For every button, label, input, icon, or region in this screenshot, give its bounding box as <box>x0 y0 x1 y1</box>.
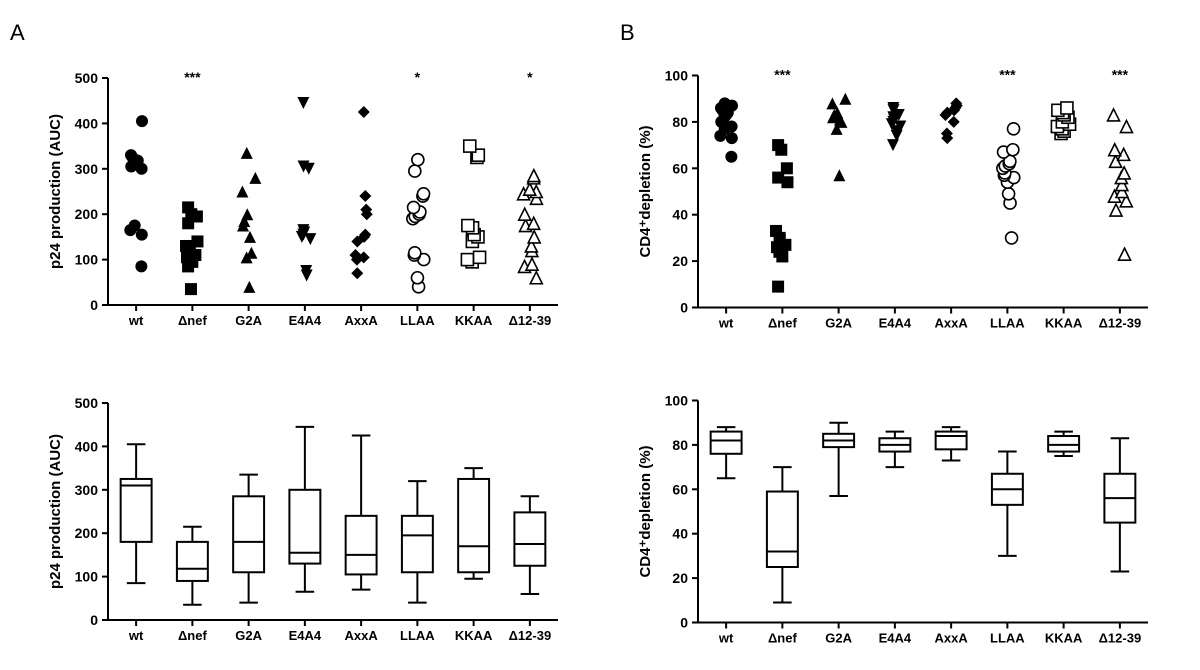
svg-text:0: 0 <box>90 297 98 313</box>
svg-text:LLAA: LLAA <box>990 631 1025 646</box>
figure-page: { "panel_labels": { "A": "A", "B": "B" }… <box>0 0 1200 669</box>
svg-text:LLAA: LLAA <box>400 313 435 328</box>
svg-text:100: 100 <box>75 569 99 585</box>
svg-text:20: 20 <box>672 570 688 586</box>
svg-text:60: 60 <box>672 481 688 497</box>
svg-text:*: * <box>527 69 533 85</box>
svg-text:500: 500 <box>75 70 99 86</box>
svg-text:60: 60 <box>672 160 688 176</box>
svg-text:KKAA: KKAA <box>1045 316 1083 331</box>
svg-text:0: 0 <box>90 612 98 628</box>
svg-text:CD4⁺depletion (%): CD4⁺depletion (%) <box>637 125 654 257</box>
svg-text:***: *** <box>999 67 1016 83</box>
svg-text:500: 500 <box>75 395 99 411</box>
svg-text:Δ12-39: Δ12-39 <box>509 628 552 643</box>
svg-text:CD4⁺depletion (%): CD4⁺depletion (%) <box>637 445 654 577</box>
svg-text:Δnef: Δnef <box>178 628 208 643</box>
panel-label-b: B <box>620 20 635 46</box>
plot-grid: 0100200300400500p24 production (AUC)wtΔn… <box>40 55 1160 655</box>
svg-text:200: 200 <box>75 525 99 541</box>
svg-text:***: *** <box>184 69 201 85</box>
svg-text:***: *** <box>1112 67 1129 83</box>
plot-b-bottom: 0 20 40 60 80 100 CD4⁺depletion (%) wt Δnef G2A E4… <box>630 380 1160 665</box>
svg-text:E4A4: E4A4 <box>879 631 912 646</box>
svg-text:G2A: G2A <box>825 631 852 646</box>
svg-text:40: 40 <box>672 207 688 223</box>
svg-text:LLAA: LLAA <box>400 628 435 643</box>
plot-a-top: 0 100 200 300 400 500 p24 production (AUC) wt Δn… <box>40 55 570 350</box>
svg-text:400: 400 <box>75 438 99 454</box>
svg-text:E4A4: E4A4 <box>289 313 322 328</box>
svg-text:AxxA: AxxA <box>935 631 969 646</box>
svg-text:p24 production (AUC): p24 production (AUC) <box>47 114 64 269</box>
svg-text:Δnef: Δnef <box>768 316 798 331</box>
svg-text:Δ12-39: Δ12-39 <box>509 313 552 328</box>
svg-text:AxxA: AxxA <box>935 316 969 331</box>
svg-text:AxxA: AxxA <box>345 313 379 328</box>
svg-text:p24 production (AUC): p24 production (AUC) <box>47 434 64 589</box>
svg-text:KKAA: KKAA <box>455 313 493 328</box>
svg-text:200: 200 <box>75 206 99 222</box>
plot-a-bottom: 0 100 200 300 400 500 p24 production (AUC) wt Δn… <box>40 380 570 665</box>
svg-text:wt: wt <box>128 628 144 643</box>
svg-text:80: 80 <box>672 437 688 453</box>
svg-text:20: 20 <box>672 253 688 269</box>
svg-text:400: 400 <box>75 115 99 131</box>
svg-text:G2A: G2A <box>235 628 262 643</box>
panel-label-a: A <box>10 20 25 46</box>
svg-text:300: 300 <box>75 482 99 498</box>
svg-text:300: 300 <box>75 161 99 177</box>
svg-text:E4A4: E4A4 <box>289 628 322 643</box>
svg-text:*: * <box>415 69 421 85</box>
svg-text:wt: wt <box>718 631 734 646</box>
svg-text:wt: wt <box>718 316 734 331</box>
svg-text:Δnef: Δnef <box>768 631 798 646</box>
svg-text:E4A4: E4A4 <box>879 316 912 331</box>
svg-text:G2A: G2A <box>825 316 852 331</box>
svg-text:KKAA: KKAA <box>1045 631 1083 646</box>
svg-text:40: 40 <box>672 526 688 542</box>
svg-text:Δ12-39: Δ12-39 <box>1099 316 1142 331</box>
svg-text:100: 100 <box>665 393 689 409</box>
svg-text:KKAA: KKAA <box>455 628 493 643</box>
svg-text:G2A: G2A <box>235 313 262 328</box>
svg-text:LLAA: LLAA <box>990 316 1025 331</box>
svg-text:Δ12-39: Δ12-39 <box>1099 631 1142 646</box>
svg-text:0: 0 <box>680 615 688 631</box>
svg-text:***: *** <box>774 67 791 83</box>
plot-b-top: 0 20 40 60 80 100 CD4⁺depletion (%) wt Δnef G2A E4… <box>630 55 1160 350</box>
svg-text:wt: wt <box>128 313 144 328</box>
svg-text:100: 100 <box>75 252 99 268</box>
svg-text:AxxA: AxxA <box>345 628 379 643</box>
svg-text:100: 100 <box>665 68 689 84</box>
svg-text:Δnef: Δnef <box>178 313 208 328</box>
svg-text:80: 80 <box>672 114 688 130</box>
svg-text:0: 0 <box>680 300 688 316</box>
